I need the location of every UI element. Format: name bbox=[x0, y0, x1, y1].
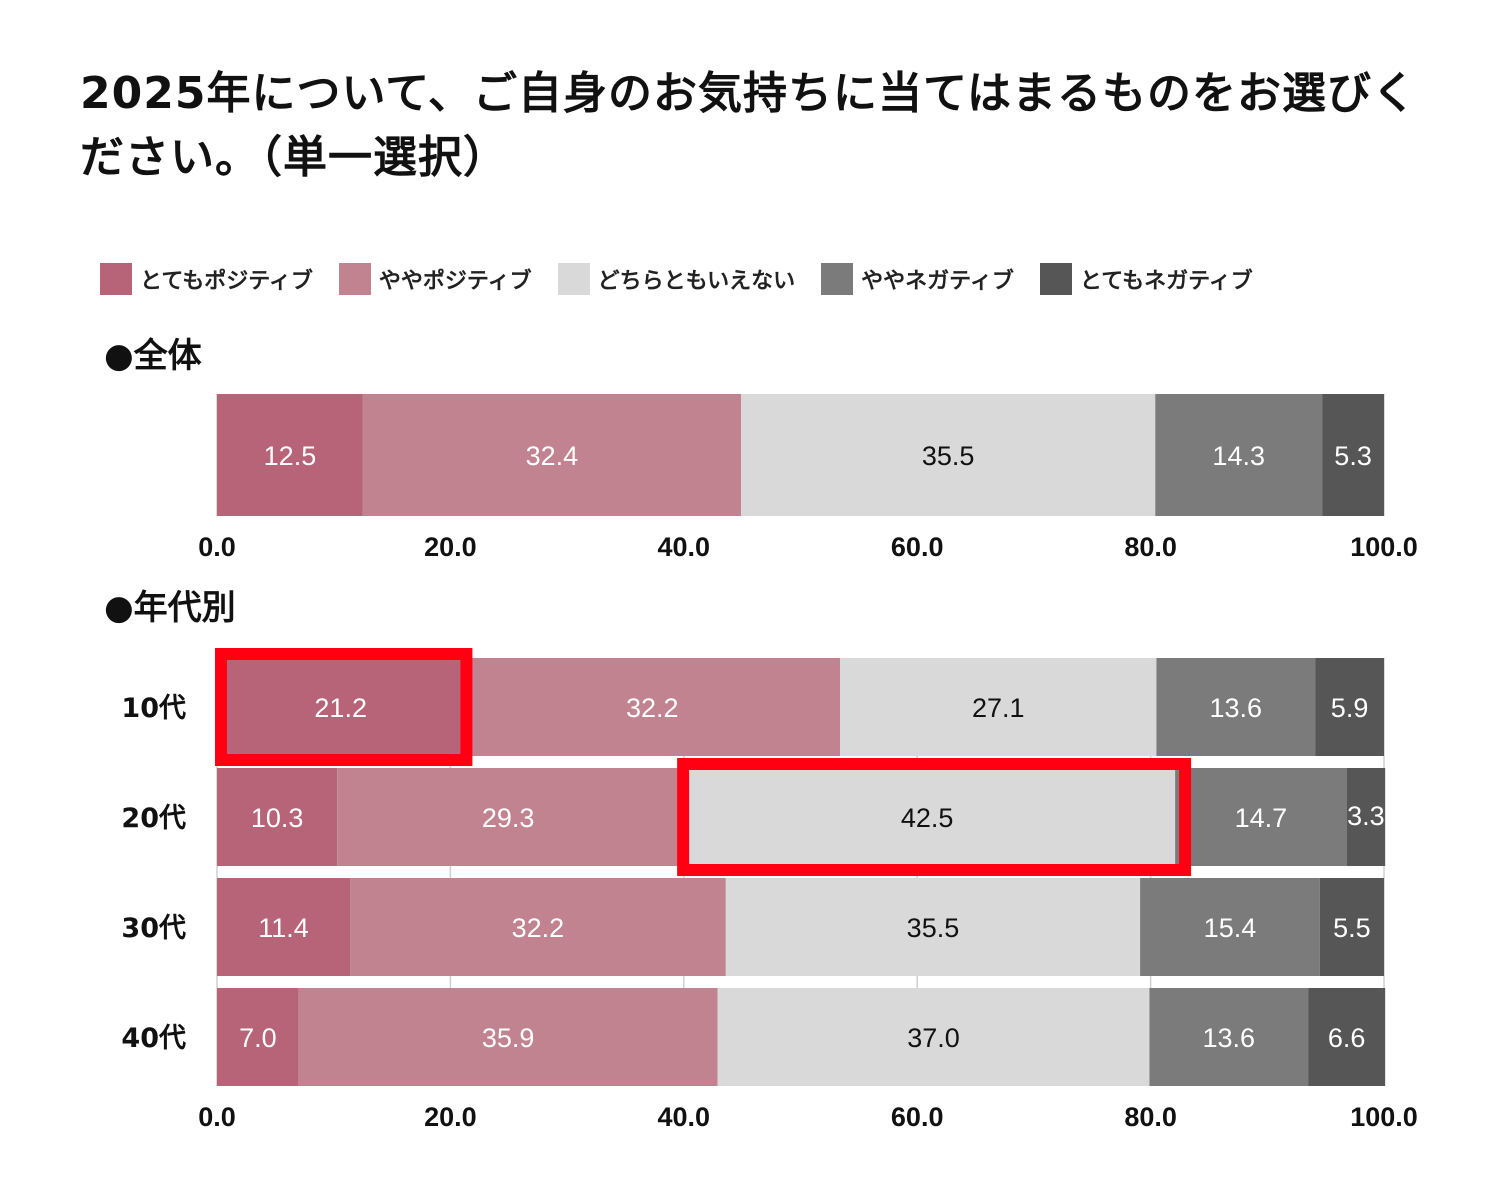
legend-label: とてもネガティブ bbox=[1079, 269, 1253, 294]
data-label: 11.4 bbox=[258, 913, 309, 943]
legend-item-somewhat-negative: ややネガティブ bbox=[821, 263, 1014, 295]
legend-swatch bbox=[821, 263, 854, 295]
data-label: 14.3 bbox=[1212, 441, 1265, 471]
bar-segment-very-positive bbox=[217, 878, 351, 976]
bar-segment-neutral bbox=[740, 394, 1156, 516]
x-tick-label: 40.0 bbox=[658, 532, 711, 562]
x-tick-label: 20.0 bbox=[424, 532, 477, 562]
data-label: 32.2 bbox=[512, 913, 565, 943]
row-label-40代: 40代 bbox=[121, 1023, 186, 1054]
highlight-box bbox=[677, 758, 1192, 876]
bar-segment-somewhat-positive bbox=[298, 988, 718, 1086]
data-label: 14.7 bbox=[1235, 803, 1288, 833]
bar-segment-neutral bbox=[679, 768, 1176, 866]
bar-segment-very-positive bbox=[217, 768, 338, 866]
bar-segment-somewhat-negative bbox=[1156, 658, 1316, 756]
data-label: 37.0 bbox=[907, 1023, 960, 1053]
bar-segment-very-negative bbox=[1308, 988, 1386, 1086]
bar-segment-very-positive bbox=[217, 658, 465, 756]
x-tick-label: 20.0 bbox=[424, 1102, 477, 1132]
data-label: 12.5 bbox=[264, 441, 317, 471]
bar-segment-somewhat-negative bbox=[1140, 878, 1320, 976]
x-tick-label: 80.0 bbox=[1124, 1102, 1177, 1132]
row-label-30代: 30代 bbox=[121, 913, 186, 944]
data-label: 29.3 bbox=[482, 803, 535, 833]
legend-swatch bbox=[100, 263, 132, 295]
legend-swatch bbox=[338, 263, 371, 295]
x-tick-label: 60.0 bbox=[891, 532, 944, 562]
bar-segment-neutral bbox=[725, 878, 1141, 976]
x-tick-label: 40.0 bbox=[658, 1102, 711, 1132]
data-label: 7.0 bbox=[239, 1023, 277, 1053]
bar-segment-somewhat-negative bbox=[1149, 988, 1309, 1086]
legend-item-somewhat-positive: ややポジティブ bbox=[338, 263, 532, 295]
data-label: 3.3 bbox=[1347, 801, 1385, 831]
bar-segment-neutral bbox=[840, 658, 1157, 756]
data-label: 5.3 bbox=[1334, 441, 1372, 471]
data-label: 5.5 bbox=[1333, 913, 1371, 943]
bar-segment-somewhat-positive bbox=[464, 658, 841, 756]
legend: とてもポジティブ ややポジティブ どちらともいえない ややネガティブ とてもネガティブ bbox=[100, 262, 1440, 296]
legend-item-very-negative: とてもネガティブ bbox=[1039, 263, 1253, 295]
highlight-box bbox=[215, 648, 473, 766]
data-label: 27.1 bbox=[972, 693, 1025, 723]
data-label: 13.6 bbox=[1203, 1023, 1256, 1053]
x-tick-label: 100.0 bbox=[1350, 532, 1418, 562]
bar-segment-very-positive bbox=[217, 988, 299, 1086]
data-label: 35.5 bbox=[922, 441, 975, 471]
data-label: 32.4 bbox=[526, 441, 579, 471]
legend-item-very-positive: とてもポジティブ bbox=[100, 263, 313, 295]
data-label: 35.5 bbox=[907, 913, 960, 943]
data-label: 32.2 bbox=[626, 693, 679, 723]
bar-segment-very-positive bbox=[217, 394, 363, 516]
bar-segment-somewhat-negative bbox=[1155, 394, 1323, 516]
data-label: 15.4 bbox=[1204, 913, 1257, 943]
section-heading-by-age: ●年代別 bbox=[104, 588, 236, 628]
section-heading-overall: ●全体 bbox=[104, 336, 202, 376]
data-label: 10.3 bbox=[251, 803, 304, 833]
bar-segment-somewhat-positive bbox=[362, 394, 741, 516]
bar-segment-very-negative bbox=[1315, 658, 1384, 756]
chart-title: 2025年について、ご自身のお気持ちに当てはまるものをお選びください。（単一選択… bbox=[80, 68, 1418, 183]
legend-swatch bbox=[1039, 263, 1072, 295]
legend-label: ややポジティブ bbox=[378, 269, 532, 294]
row-label-10代: 10代 bbox=[121, 693, 186, 724]
x-tick-label: 80.0 bbox=[1124, 532, 1177, 562]
x-tick-label: 100.0 bbox=[1350, 1102, 1418, 1132]
legend-item-neutral: どちらともいえない bbox=[557, 263, 796, 295]
x-tick-label: 0.0 bbox=[198, 532, 236, 562]
bar-segment-neutral bbox=[717, 988, 1150, 1086]
bar-segment-very-negative bbox=[1346, 768, 1386, 866]
bar-segment-somewhat-negative bbox=[1175, 768, 1347, 866]
data-label: 5.9 bbox=[1331, 693, 1369, 723]
data-label: 42.5 bbox=[901, 803, 954, 833]
x-tick-label: 0.0 bbox=[198, 1102, 236, 1132]
legend-label: とてもポジティブ bbox=[140, 269, 313, 294]
legend-swatch bbox=[557, 263, 590, 295]
data-label: 6.6 bbox=[1328, 1023, 1366, 1053]
bar-segment-somewhat-positive bbox=[350, 878, 726, 976]
legend-label: ややネガティブ bbox=[861, 269, 1014, 294]
bar-segment-very-negative bbox=[1322, 394, 1384, 516]
x-tick-label: 60.0 bbox=[891, 1102, 944, 1132]
row-label-20代: 20代 bbox=[121, 803, 186, 834]
data-label: 35.9 bbox=[482, 1023, 535, 1053]
data-label: 21.2 bbox=[314, 693, 367, 723]
legend-label: どちらともいえない bbox=[597, 269, 796, 294]
bar-segment-very-negative bbox=[1319, 878, 1384, 976]
bar-segment-somewhat-positive bbox=[337, 768, 680, 866]
data-label: 13.6 bbox=[1210, 693, 1263, 723]
